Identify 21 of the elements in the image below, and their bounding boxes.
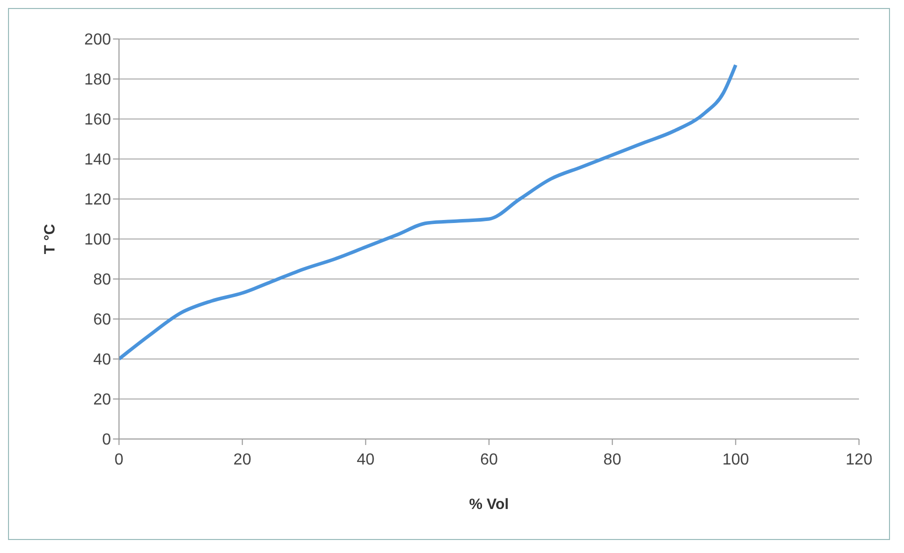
y-tick-label: 160 <box>84 112 112 129</box>
y-tick-label: 80 <box>93 272 112 289</box>
y-tick-label: 40 <box>93 352 112 369</box>
y-axis-title: T °C <box>41 224 58 254</box>
x-tick-label: 40 <box>356 451 375 468</box>
y-tick-label: 140 <box>84 152 112 169</box>
y-tick-label: 0 <box>102 432 112 449</box>
x-tick-label: 120 <box>846 451 872 468</box>
x-tick-label: 100 <box>722 451 750 468</box>
y-tick-label: 100 <box>84 232 112 249</box>
x-axis-title: % Vol <box>469 496 509 513</box>
line-series <box>119 63 738 361</box>
x-tick-label: 60 <box>480 451 498 468</box>
y-tick-label: 200 <box>84 32 112 49</box>
y-tick-label: 120 <box>84 192 112 209</box>
x-tick-label: 20 <box>233 451 252 468</box>
x-tick-label: 80 <box>603 451 622 468</box>
y-tick-label: 20 <box>93 392 112 409</box>
x-tick-label: 0 <box>114 451 124 468</box>
y-tick-label: 60 <box>93 312 112 329</box>
y-tick-label: 180 <box>84 72 112 89</box>
